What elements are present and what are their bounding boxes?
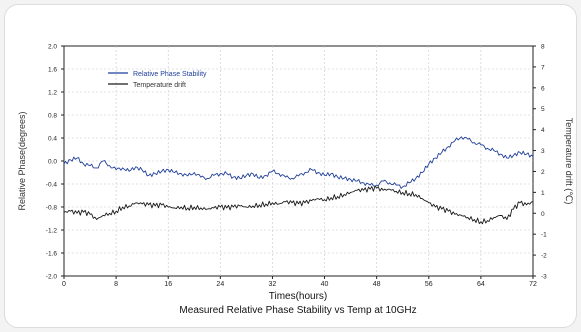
x-tick-label: 8	[114, 281, 118, 288]
y-left-tick-label: -1.6	[46, 251, 58, 258]
x-tick-label: 16	[164, 281, 172, 288]
y-left-tick-label: -0.4	[46, 182, 58, 189]
chart-title: Measured Relative Phase Stability vs Tem…	[179, 305, 416, 316]
y-left-tick-label: 0.8	[48, 113, 57, 120]
y-left-tick-label: 1.6	[48, 67, 57, 74]
legend-label-temp: Temperature drift	[133, 82, 186, 89]
y-right-tick-label: 3	[541, 148, 545, 155]
y-left-tick-label: 2.0	[48, 44, 57, 51]
y-left-tick-label: -0.8	[46, 205, 58, 212]
axis-ticks	[61, 45, 536, 279]
y-right-tick-label: 4	[541, 127, 545, 134]
x-tick-label: 32	[269, 281, 277, 288]
y-left-tick-label: -1.2	[46, 228, 58, 235]
y-right-tick-label: 8	[541, 44, 545, 51]
x-tick-label: 40	[321, 281, 329, 288]
series-line-temperature-drift	[63, 185, 534, 225]
y-right-tick-label: 1	[541, 190, 545, 197]
y-left-tick-label: 1.2	[48, 90, 57, 97]
series-group	[63, 136, 534, 225]
y-right-tick-label: 7	[541, 64, 545, 71]
plot-area	[63, 45, 534, 277]
y-axis-left-label: Relative Phase(degrees)	[17, 111, 27, 210]
y-right-tick-label: 6	[541, 85, 545, 92]
y-right-tick-label: -1	[541, 232, 547, 239]
y-right-tick-label: -3	[541, 274, 547, 281]
y-right-tick-label: -2	[541, 253, 547, 260]
y-right-tick-label: 0	[541, 211, 545, 218]
y-axis-right-label: Temperature drift (℃)	[564, 118, 574, 205]
y-left-tick-label: 0.0	[48, 159, 57, 166]
x-tick-label: 24	[216, 281, 224, 288]
x-tick-label: 64	[477, 281, 485, 288]
tick-labels: 0 8 16 24 32 40 48 56 64 722.01.61.20.80.40.0-0.4…	[46, 44, 547, 289]
series-line-relative-phase	[63, 136, 534, 189]
x-tick-label: 48	[373, 281, 381, 288]
y-right-tick-label: 2	[541, 169, 545, 176]
x-tick-label: 72	[529, 281, 537, 288]
y-right-tick-label: 5	[541, 106, 545, 113]
x-tick-label: 0	[62, 281, 66, 288]
y-left-tick-label: -2.0	[46, 274, 58, 281]
legend: Relative Phase Stability Temperature dri…	[108, 71, 207, 89]
x-axis-label: Times(hours)	[269, 291, 328, 302]
y-left-tick-label: 0.4	[48, 136, 57, 143]
x-tick-label: 56	[425, 281, 433, 288]
legend-label-phase: Relative Phase Stability	[133, 71, 207, 78]
